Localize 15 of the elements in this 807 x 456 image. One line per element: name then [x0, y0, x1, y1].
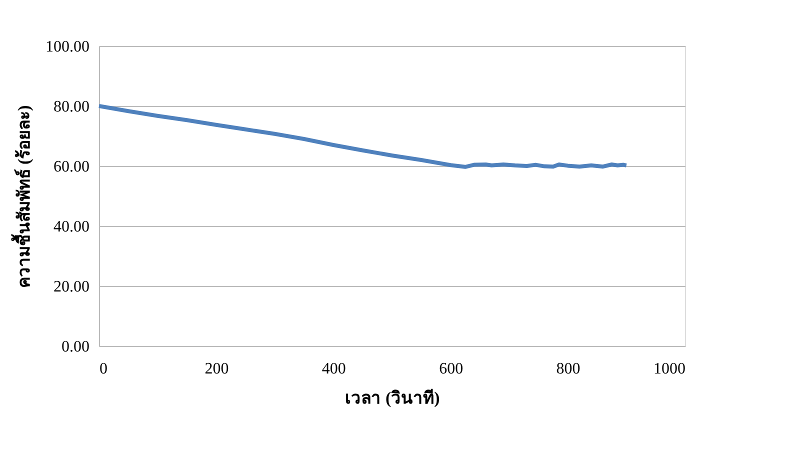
x-tick-label: 600	[439, 360, 464, 378]
y-tick-label: 60.00	[54, 158, 90, 176]
y-tick-label: 0.00	[62, 338, 90, 356]
y-tick-label: 20.00	[54, 278, 90, 296]
y-axis-title: ความชื้นสัมพัทธ์ (ร้อยละ)	[10, 105, 34, 288]
y-tick-label: 100.00	[46, 38, 90, 56]
x-axis-title: เวลา (วินาที)	[345, 388, 440, 408]
line-series	[97, 104, 628, 169]
x-tick-label: 400	[322, 360, 346, 378]
y-tick-label: 40.00	[54, 218, 90, 236]
x-tick-label: 0	[100, 360, 108, 378]
x-tick-label: 800	[556, 360, 580, 378]
x-tick-label: 1000	[654, 360, 686, 378]
x-tick-label: 200	[204, 360, 229, 378]
y-tick-label: 80.00	[54, 98, 90, 116]
